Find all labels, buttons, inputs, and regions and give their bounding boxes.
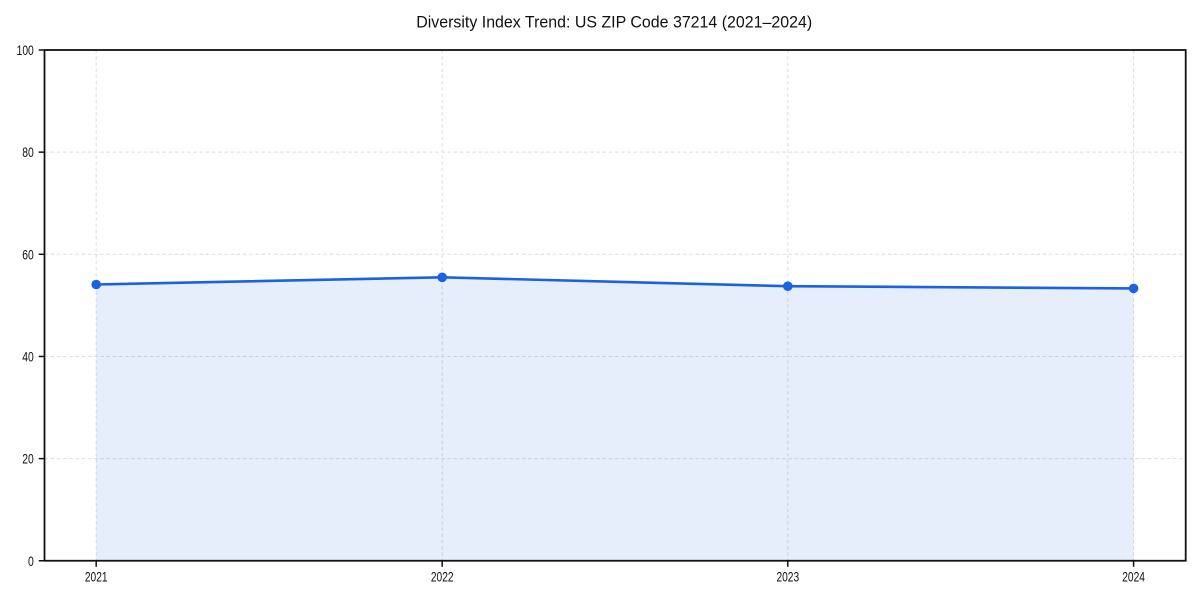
svg-text:2021: 2021 — [85, 569, 108, 585]
svg-text:20: 20 — [22, 451, 34, 467]
svg-text:Diversity Index Trend: US ZIP: Diversity Index Trend: US ZIP Code 37214… — [416, 13, 812, 32]
svg-text:60: 60 — [22, 246, 34, 262]
svg-text:2022: 2022 — [431, 569, 454, 585]
svg-text:80: 80 — [22, 144, 34, 160]
svg-text:0: 0 — [28, 553, 34, 569]
svg-text:40: 40 — [22, 348, 34, 364]
svg-text:100: 100 — [17, 42, 34, 58]
svg-text:2024: 2024 — [1122, 569, 1145, 585]
svg-text:2023: 2023 — [776, 569, 799, 585]
